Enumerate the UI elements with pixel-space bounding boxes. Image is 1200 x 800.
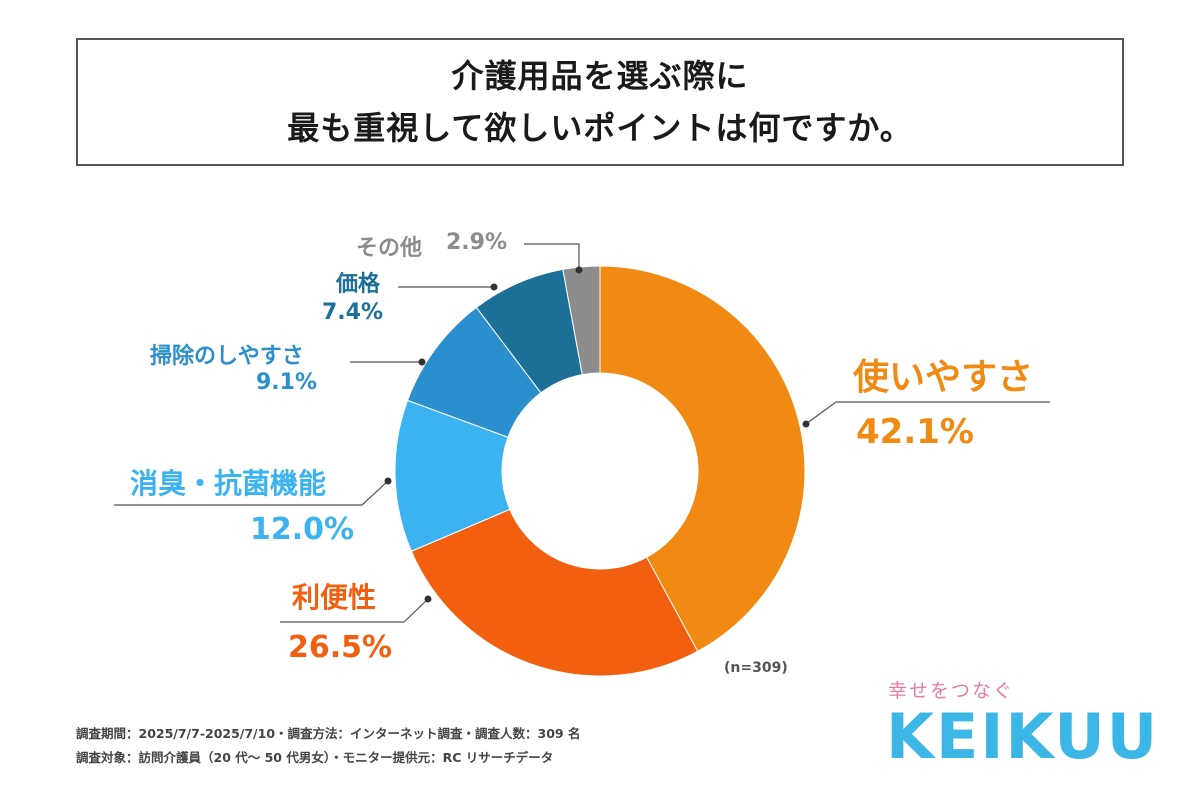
leader-dot-sonota xyxy=(575,266,583,274)
footnote-line-2: 調査対象：訪問介護員（20 代～ 50 代男女）・モニター提供元：RC リサーチ… xyxy=(76,750,554,765)
leader-line-tsukaiyasusa xyxy=(805,401,1050,425)
footnote-line-1: 調査期間：2025/7/7-2025/7/10・調査方法：インターネット調査・調… xyxy=(76,726,581,741)
leader-dot-souji xyxy=(418,358,426,366)
leader-line-sonota xyxy=(524,243,580,270)
label-sonota-value: 2.9% xyxy=(446,230,508,255)
slice-0 xyxy=(599,265,806,652)
logo-tagline: 幸せをつなぐ xyxy=(888,680,1015,702)
label-tsukaiyasusa-name: 使いやすさ xyxy=(853,357,1034,398)
title-box: 介護用品を選ぶ際に 最も重視して欲しいポイントは何ですか。 xyxy=(76,38,1124,166)
label-souji-value: 9.1% xyxy=(256,370,318,395)
leader-dot-kakaku xyxy=(490,283,498,291)
label-benri-name: 利便性 xyxy=(292,581,377,614)
sample-size-note: (n=309) xyxy=(724,660,788,676)
label-tsukaiyasusa-value: 42.1% xyxy=(856,412,974,452)
leader-dot-shoshu xyxy=(384,477,392,485)
slice-5 xyxy=(562,265,601,376)
label-shoshu-value: 12.0% xyxy=(250,512,355,547)
leader-lines xyxy=(114,243,1050,623)
label-shoshu-name: 消臭・抗菌機能 xyxy=(130,467,327,500)
leader-line-benri xyxy=(280,598,429,623)
label-benri-value: 26.5% xyxy=(288,630,393,665)
label-kakaku-value: 7.4% xyxy=(322,300,384,325)
slice-1 xyxy=(410,508,699,677)
label-souji-name: 掃除のしやすさ xyxy=(150,344,304,369)
keikuu-logo: KEIKUU xyxy=(886,700,1160,773)
label-kakaku-name: 価格 xyxy=(336,272,381,297)
title-line-1: 介護用品を選ぶ際に xyxy=(451,57,749,95)
leader-line-shoshu xyxy=(114,480,389,506)
leader-dot-benri xyxy=(424,595,432,603)
label-sonota-name: その他 xyxy=(356,236,423,261)
donut-slices xyxy=(394,265,806,677)
leader-dot-tsukaiyasusa xyxy=(802,420,810,428)
title-line-2: 最も重視して欲しいポイントは何ですか。 xyxy=(287,109,913,147)
